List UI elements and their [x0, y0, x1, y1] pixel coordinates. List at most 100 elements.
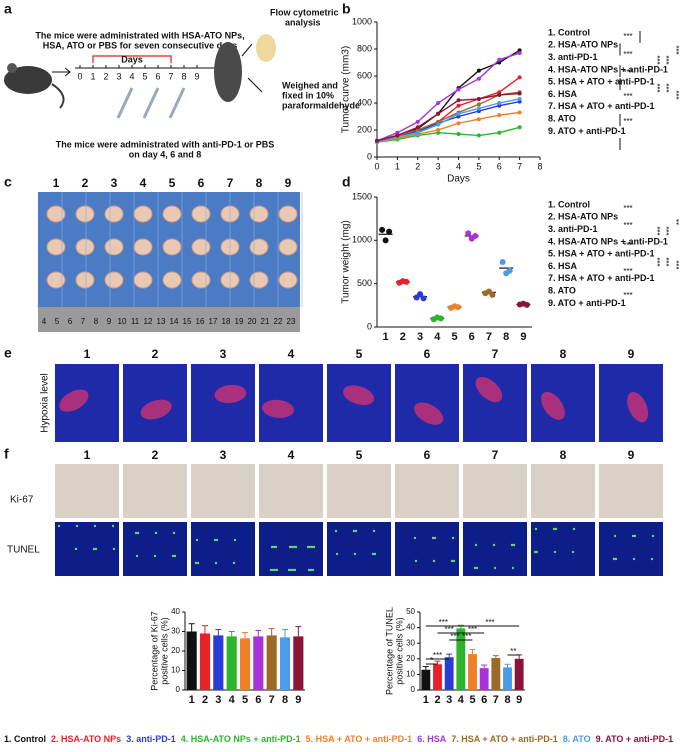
- y-tick-label: 400: [357, 97, 372, 107]
- x-tick-label: 9: [295, 694, 301, 706]
- ruler-number: 21: [261, 317, 270, 326]
- ruler-number: 19: [235, 317, 244, 326]
- point: [436, 101, 441, 105]
- significance: ***: [656, 226, 665, 235]
- group-number: 4: [288, 347, 295, 361]
- group-number: 1: [53, 176, 60, 190]
- group-number: 2: [152, 448, 159, 462]
- day-number: 2: [103, 71, 108, 81]
- group-number: 7: [492, 448, 499, 462]
- day-number: 6: [155, 71, 160, 81]
- group-number: 8: [256, 176, 263, 190]
- x-tick-label: 5: [469, 694, 475, 706]
- bar: [456, 628, 466, 690]
- x-tick-label: 6: [497, 161, 502, 171]
- legend-entry: 8. ATO: [563, 734, 591, 744]
- legend-entry: 2. HSA-ATO NPs: [548, 212, 618, 222]
- significance: ***: [623, 221, 632, 230]
- point: [403, 278, 410, 285]
- series-line: [376, 52, 520, 142]
- legend-entry: 9. ATO + anti-PD-1: [548, 298, 626, 308]
- x-tick-label: 2: [434, 694, 440, 706]
- y-tick-label: 30: [406, 638, 415, 647]
- ruler-number: 17: [209, 317, 218, 326]
- point: [395, 133, 400, 138]
- x-tick-label: 1: [189, 694, 195, 706]
- y-tick-label: 200: [357, 124, 372, 134]
- x-tick-label: 6: [255, 694, 261, 706]
- legend-entry: 3. anti-PD-1: [126, 734, 176, 744]
- significance: ***: [656, 55, 665, 64]
- series-line: [376, 126, 520, 143]
- x-tick-label: 9: [516, 694, 522, 706]
- ki67-image: [531, 464, 595, 518]
- y-axis-label: Tumor weight (mg): [341, 220, 352, 304]
- legend-entry: 7. HSA + ATO + anti-PD-1: [451, 734, 558, 744]
- significance: ***: [665, 226, 674, 235]
- x-tick-label: 7: [486, 331, 492, 343]
- x-tick-label: 3: [417, 331, 423, 343]
- legend-entry: 8. ATO: [548, 113, 576, 123]
- legend-entry: 3. anti-PD-1: [548, 52, 598, 62]
- x-tick-label: 0: [374, 161, 379, 171]
- row-label: Hypoxia level: [40, 373, 51, 432]
- x-tick-label: 4: [456, 161, 461, 171]
- day-number: 3: [116, 71, 121, 81]
- point: [456, 121, 461, 126]
- y-tick-label: 10: [406, 670, 415, 679]
- significance: ***: [665, 55, 674, 64]
- bar: [253, 636, 264, 690]
- significance: ***: [623, 291, 632, 300]
- bar: [186, 631, 197, 690]
- day-number: 5: [142, 71, 147, 81]
- point: [417, 291, 424, 298]
- series-line: [376, 98, 520, 143]
- schematic-text: analysis: [285, 17, 321, 27]
- y-axis-label: Percentage of Ki-67: [149, 611, 159, 691]
- x-tick-label: 6: [469, 331, 475, 343]
- legend-entry: 4. HSA-ATO NPs + anti-PD-1: [548, 236, 668, 246]
- row-label: Ki-67: [10, 495, 34, 506]
- point: [506, 267, 513, 274]
- point: [436, 128, 441, 132]
- tunel-image: [327, 522, 391, 576]
- point: [437, 315, 444, 322]
- day-number: 9: [194, 71, 199, 81]
- day-number: 7: [168, 71, 173, 81]
- ki67-image: [599, 464, 663, 518]
- point: [476, 133, 481, 138]
- schematic-text: HSA, ATO or PBS for seven consecutive da…: [43, 40, 237, 50]
- significance: ***: [623, 92, 632, 101]
- x-tick-label: 6: [481, 694, 487, 706]
- point: [386, 228, 393, 235]
- x-tick-label: 7: [269, 694, 275, 706]
- significance: ***: [656, 83, 665, 92]
- x-tick-label: 8: [503, 331, 509, 343]
- point: [436, 122, 441, 127]
- footer-legend: 1. Control 2. HSA-ATO NPs 3. anti-PD-1 4. H…: [4, 734, 673, 744]
- schematic-text: on day 4, 6 and 8: [129, 149, 202, 159]
- legend-entry: 8. ATO: [548, 285, 576, 295]
- y-axis-label: positive cells (%): [394, 617, 404, 685]
- ruler-number: 4: [42, 317, 47, 326]
- legend-entry: 7. HSA + ATO + anti-PD-1: [548, 273, 655, 283]
- day-number: 4: [129, 71, 134, 81]
- legend-entry: 1. Control: [4, 734, 46, 744]
- x-tick-label: 3: [446, 694, 452, 706]
- group-number: 5: [169, 176, 176, 190]
- point: [489, 291, 496, 298]
- point: [379, 226, 386, 233]
- significance: ***: [485, 618, 494, 627]
- day-number: 8: [181, 71, 186, 81]
- legend-entry: 3. anti-PD-1: [548, 224, 598, 234]
- point: [375, 138, 379, 143]
- x-tick-label: 9: [520, 331, 526, 343]
- significance: ***: [656, 257, 665, 266]
- y-tick-label: 1500: [352, 191, 372, 201]
- tunel-image: [55, 522, 119, 576]
- y-tick-label: 40: [406, 623, 415, 632]
- x-tick-label: 4: [434, 331, 441, 343]
- y-tick-label: 1000: [352, 235, 372, 245]
- panel-label: a: [4, 1, 12, 17]
- panel-label: b: [342, 1, 351, 17]
